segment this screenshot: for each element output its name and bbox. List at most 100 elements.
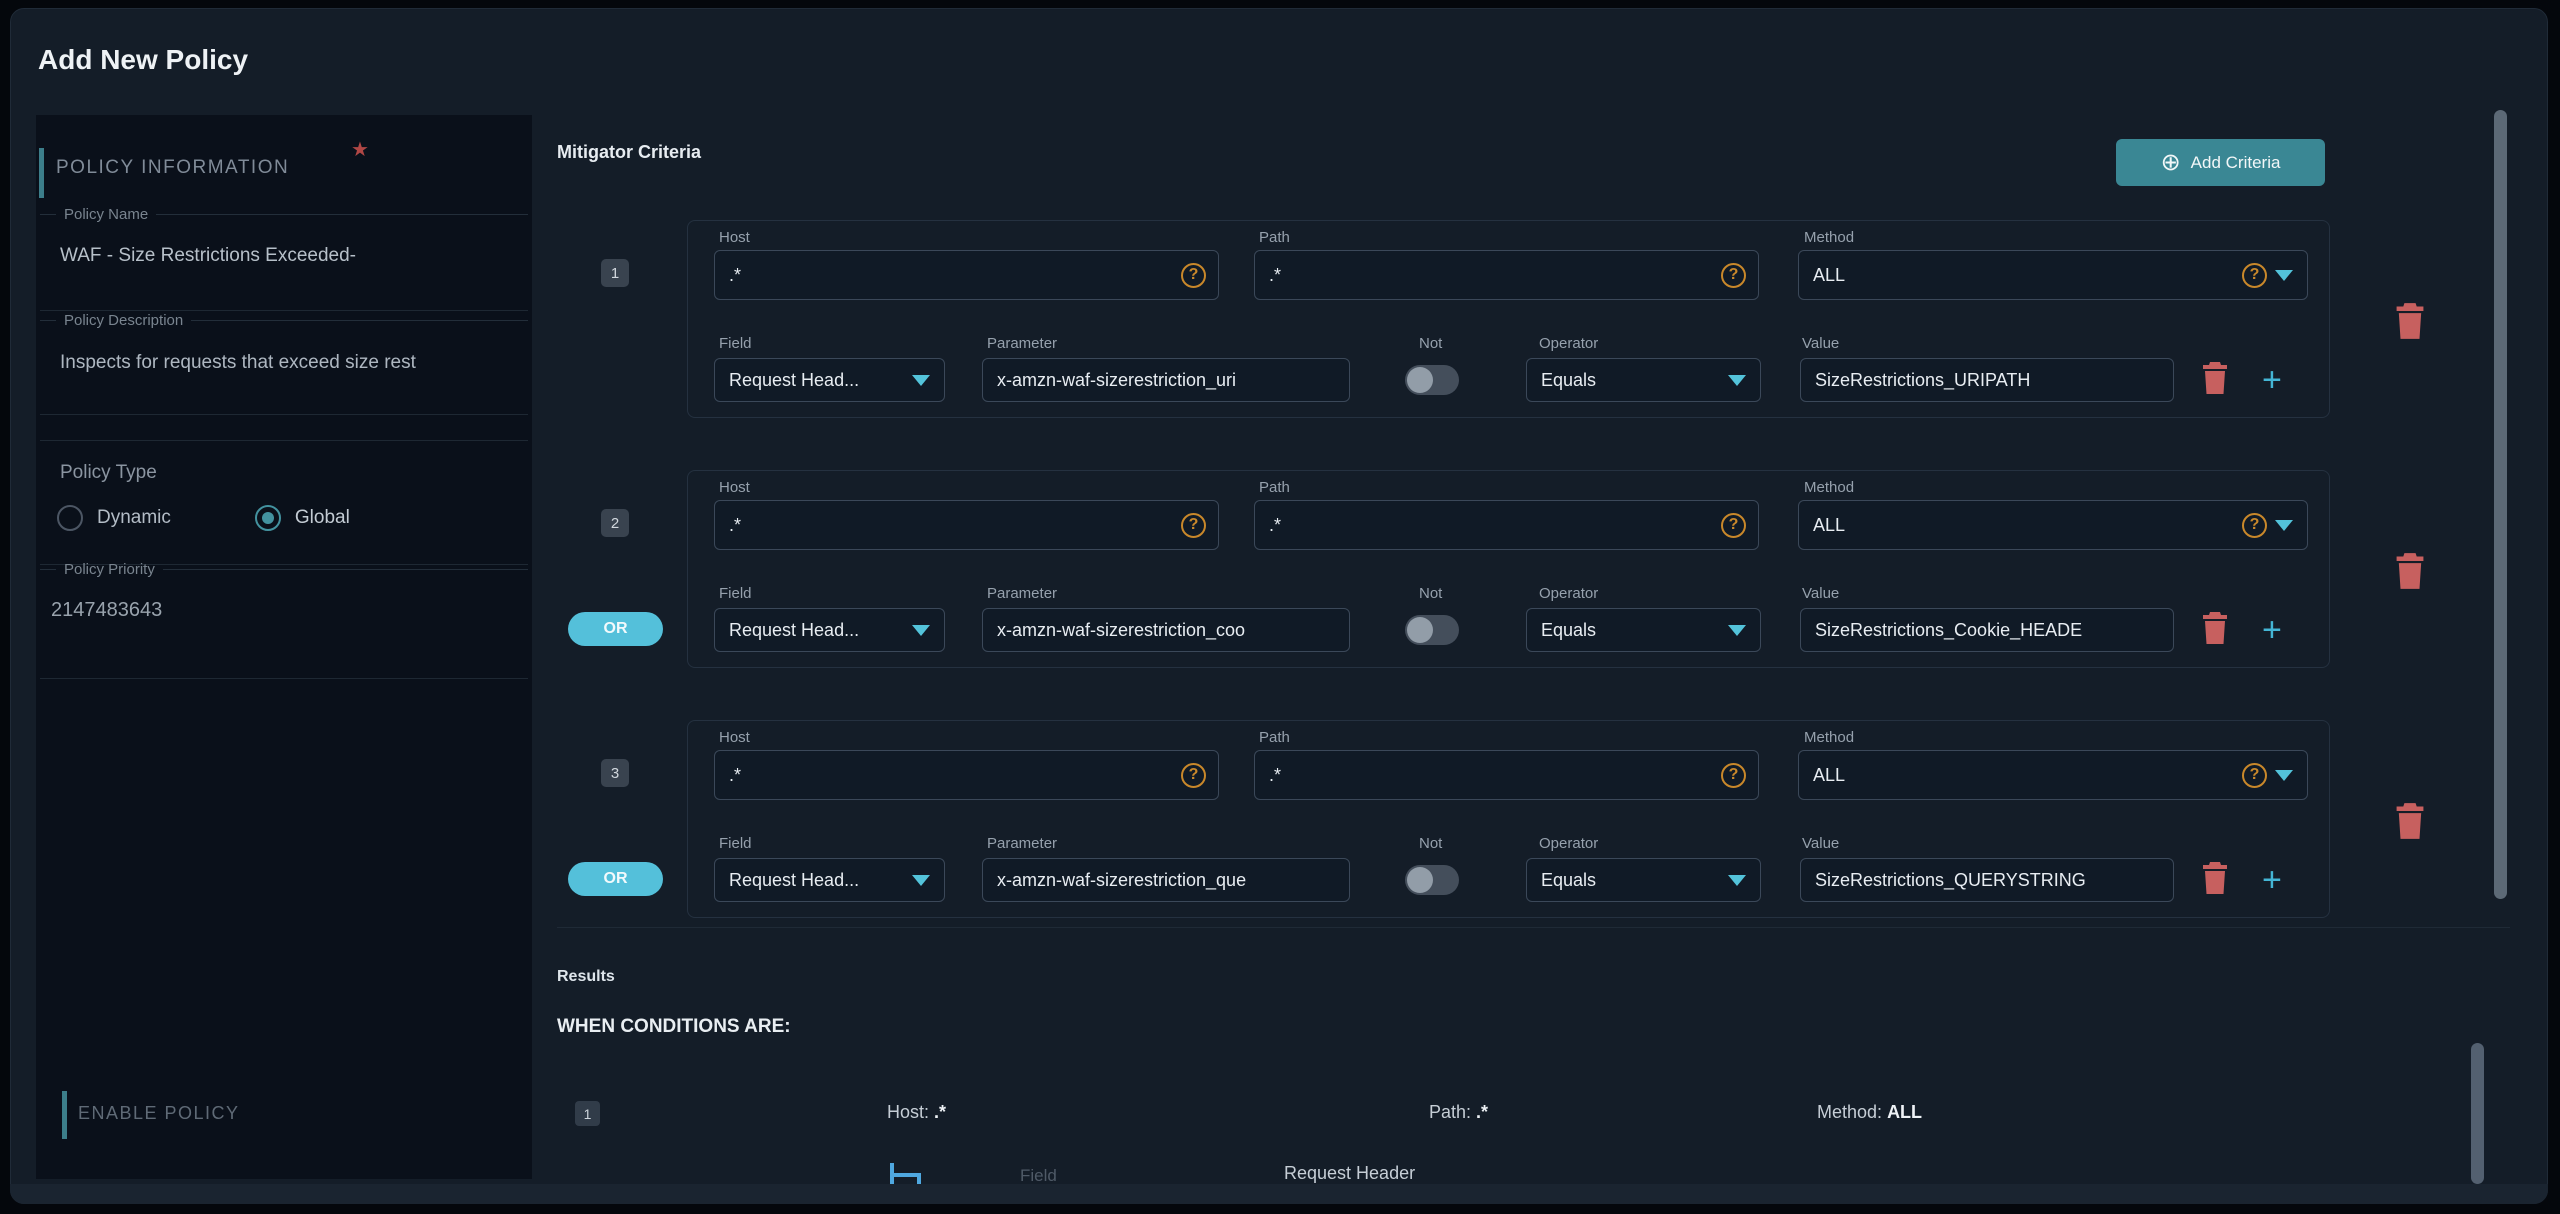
delete-criteria-icon[interactable] — [2395, 302, 2425, 340]
host-input[interactable]: .* ? — [714, 750, 1219, 800]
add-circle-icon: ⊕ — [2160, 148, 2181, 176]
section-accent-bar — [39, 148, 44, 198]
path-input[interactable]: .* ? — [1254, 500, 1759, 550]
radio-dynamic-label[interactable]: Dynamic — [97, 507, 171, 528]
method-label: Method — [1804, 479, 1855, 496]
caret-down-icon — [1728, 624, 1746, 636]
caret-down-icon — [2275, 769, 2293, 781]
delete-condition-icon[interactable] — [2202, 361, 2228, 395]
parameter-label: Parameter — [987, 335, 1058, 352]
parameter-label: Parameter — [987, 835, 1058, 852]
operator-select[interactable]: Equals — [1526, 608, 1761, 652]
host-label: Host — [719, 479, 750, 496]
delete-criteria-icon[interactable] — [2395, 552, 2425, 590]
parameter-label: Parameter — [987, 585, 1058, 602]
radio-global[interactable] — [254, 505, 281, 531]
method-select[interactable]: ALL ? — [1798, 750, 2308, 800]
add-condition-icon[interactable]: + — [2262, 361, 2282, 399]
value-label: Value — [1802, 585, 1840, 602]
or-badge: OR — [568, 862, 663, 896]
policy-name-label: Policy Name — [64, 205, 149, 223]
policy-description-input[interactable]: Inspects for requests that exceed size r… — [60, 352, 416, 373]
not-toggle[interactable] — [1405, 615, 1459, 645]
policy-priority-input[interactable]: 2147483643 — [51, 599, 163, 621]
delete-condition-icon[interactable] — [2202, 861, 2228, 895]
add-criteria-button[interactable]: ⊕ Add Criteria — [2116, 139, 2325, 186]
divider — [40, 414, 528, 415]
caret-down-icon — [2275, 519, 2293, 531]
parameter-input[interactable]: x-amzn-waf-sizerestriction_uri — [982, 358, 1350, 402]
divider — [40, 678, 528, 679]
path-label: Path — [1259, 729, 1290, 746]
criteria-block-2: Host Path Method .* ? .* ? ALL ? Field P… — [687, 470, 2330, 668]
help-icon[interactable]: ? — [1721, 512, 1746, 538]
delete-condition-icon[interactable] — [2202, 611, 2228, 645]
not-toggle[interactable] — [1405, 365, 1459, 395]
method-select[interactable]: ALL ? — [1798, 500, 2308, 550]
operator-label: Operator — [1539, 585, 1599, 602]
policy-information-title: POLICY INFORMATION — [56, 157, 290, 178]
policy-information-panel: POLICY INFORMATION ★ Policy Name WAF - S… — [36, 115, 532, 1179]
value-input[interactable]: SizeRestrictions_QUERYSTRING — [1800, 858, 2174, 902]
caret-down-icon — [912, 374, 930, 386]
help-icon[interactable]: ? — [2242, 262, 2267, 288]
method-label: Method — [1804, 229, 1855, 246]
help-icon[interactable]: ? — [2242, 512, 2267, 538]
add-condition-icon[interactable]: + — [2262, 861, 2282, 899]
policy-priority-label: Policy Priority — [64, 560, 155, 578]
value-input[interactable]: SizeRestrictions_Cookie_HEADE — [1800, 608, 2174, 652]
operator-select[interactable]: Equals — [1526, 358, 1761, 402]
caret-down-icon — [1728, 374, 1746, 386]
host-input[interactable]: .* ? — [714, 500, 1219, 550]
criteria-block-1: Host Path Method .* ? .* ? ALL ? Field P… — [687, 220, 2330, 418]
not-label: Not — [1419, 835, 1443, 852]
results-scrollbar-thumb[interactable] — [2471, 1043, 2484, 1184]
not-toggle[interactable] — [1405, 865, 1459, 895]
value-input[interactable]: SizeRestrictions_URIPATH — [1800, 358, 2174, 402]
criteria-index-badge: 3 — [601, 759, 629, 787]
help-icon[interactable]: ? — [1181, 512, 1206, 538]
field-select[interactable]: Request Head... — [714, 608, 945, 652]
operator-select[interactable]: Equals — [1526, 858, 1761, 902]
path-input[interactable]: .* ? — [1254, 250, 1759, 300]
help-icon[interactable]: ? — [1721, 762, 1746, 788]
add-condition-icon[interactable]: + — [2262, 611, 2282, 649]
help-icon[interactable]: ? — [2242, 762, 2267, 788]
radio-global-label[interactable]: Global — [294, 507, 350, 528]
path-label: Path — [1259, 229, 1290, 246]
divider — [40, 564, 528, 565]
dialog-scrollbar-thumb[interactable] — [2494, 110, 2507, 899]
policy-name-input[interactable]: WAF - Size Restrictions Exceeded- — [60, 245, 356, 266]
method-label: Method — [1804, 729, 1855, 746]
delete-criteria-icon[interactable] — [2395, 802, 2425, 840]
operator-label: Operator — [1539, 335, 1599, 352]
parameter-input[interactable]: x-amzn-waf-sizerestriction_que — [982, 858, 1350, 902]
or-badge: OR — [568, 612, 663, 646]
path-input[interactable]: .* ? — [1254, 750, 1759, 800]
help-icon[interactable]: ? — [1721, 262, 1746, 288]
criteria-block-3: Host Path Method .* ? .* ? ALL ? Field P… — [687, 720, 2330, 918]
host-label: Host — [719, 229, 750, 246]
help-icon[interactable]: ? — [1181, 762, 1206, 788]
field-label: Field — [719, 585, 752, 602]
help-icon[interactable]: ? — [1181, 262, 1206, 288]
caret-down-icon — [1728, 874, 1746, 886]
field-label: Field — [719, 335, 752, 352]
field-select[interactable]: Request Head... — [714, 858, 945, 902]
radio-dynamic[interactable] — [57, 505, 83, 531]
field-select[interactable]: Request Head... — [714, 358, 945, 402]
parameter-input[interactable]: x-amzn-waf-sizerestriction_coo — [982, 608, 1350, 652]
result-index-badge: 1 — [575, 1101, 600, 1126]
result-host: Host: .* — [887, 1102, 947, 1122]
caret-down-icon — [2275, 269, 2293, 281]
divider — [557, 927, 2510, 928]
criteria-index-badge: 1 — [601, 259, 629, 287]
divider — [40, 440, 528, 441]
results-title: Results — [557, 968, 615, 985]
host-input[interactable]: .* ? — [714, 250, 1219, 300]
method-select[interactable]: ALL ? — [1798, 250, 2308, 300]
result-path: Path: .* — [1429, 1102, 1489, 1122]
branch-icon — [889, 1163, 925, 1196]
caret-down-icon — [912, 624, 930, 636]
caret-down-icon — [912, 874, 930, 886]
